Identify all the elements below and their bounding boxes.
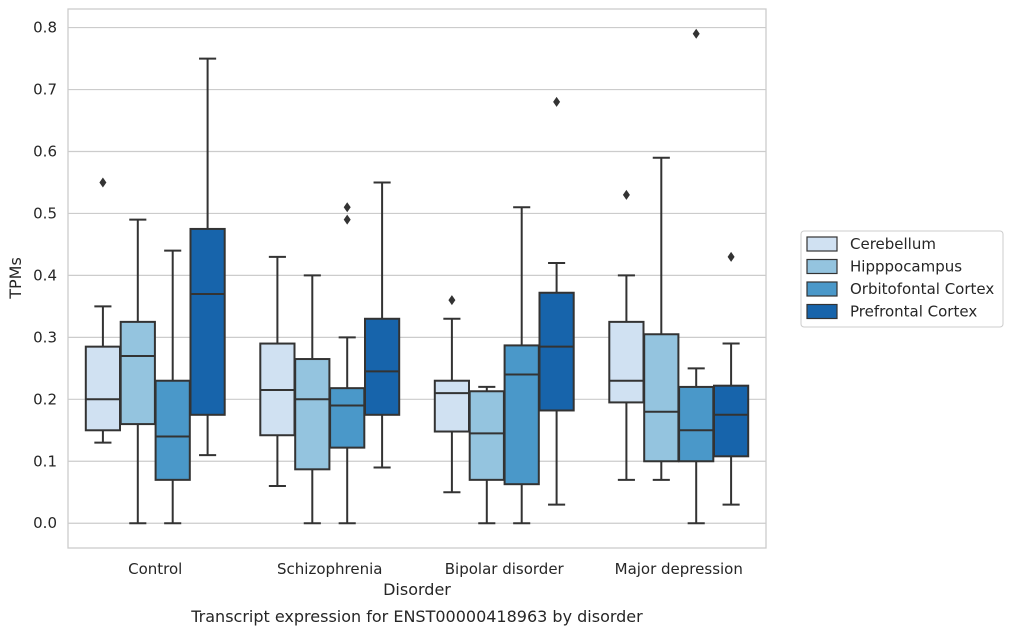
y-axis-label: TPMs [6,257,25,300]
box-iqr [503,344,540,486]
outlier-point [622,189,630,200]
box-iqr [433,379,471,433]
box-iqr [189,227,226,416]
chart-caption: Transcript expression for ENST0000041896… [190,607,643,626]
x-tick-label: Control [128,560,182,578]
y-tick-label: 0.4 [33,266,57,284]
box-orbitofontal-cortex-3 [678,28,715,525]
box-hipppocampus-2 [468,385,505,525]
outlier-point [553,96,561,107]
legend-label: Cerebellum [850,235,936,253]
box-iqr [538,291,575,412]
box-cerebellum-2 [433,295,471,494]
box-iqr [294,358,331,471]
x-tick-label: Schizophrenia [277,560,382,578]
plot-frame [67,8,767,549]
box-orbitofontal-cortex-1 [329,202,366,525]
box-iqr [84,345,122,432]
x-tick-label: Bipolar disorder [445,560,565,578]
box-iqr [329,387,366,449]
y-tick-label: 0.0 [33,514,57,532]
box-iqr [119,320,156,426]
box-iqr [712,384,750,458]
x-tick-labels: Control Schizophrenia Bipolar disorder Majo… [128,560,743,578]
y-tick-labels: 0.0 0.1 0.2 0.3 0.4 0.5 0.6 0.7 0.8 [33,19,57,533]
legend-frame [800,230,1004,328]
y-tick-label: 0.1 [33,452,57,470]
legend-swatch [806,303,838,320]
y-tick-label: 0.2 [33,390,57,408]
outlier-point [343,202,351,213]
outlier-point [727,251,735,262]
y-tick-label: 0.3 [33,328,57,346]
outlier-point [448,295,456,306]
outlier-point [99,177,107,188]
box-iqr [643,333,680,463]
box-iqr [154,379,191,481]
y-tick-label: 0.7 [33,81,57,99]
legend-swatch [806,281,838,297]
y-tick-label: 0.5 [33,204,57,222]
box-iqr [608,320,645,404]
y-tick-label: 0.8 [33,19,57,37]
box-iqr [468,390,505,481]
outlier-point [692,28,700,39]
legend: Cerebellum Hipppocampus Orbitofontal Corte… [800,230,1004,328]
box-iqr [363,317,401,416]
outlier-point [343,214,351,225]
y-tick-label: 0.6 [33,142,57,160]
legend-label: Orbitofontal Cortex [850,280,994,298]
legend-label: Hipppocampus [850,258,962,276]
box-iqr [678,385,715,463]
x-tick-label: Major depression [615,560,743,578]
box-prefrontal-cortex-3 [712,251,750,506]
box-prefrontal-cortex-0 [189,57,226,457]
x-axis-label: Disorder [383,580,451,599]
box-orbitofontal-cortex-2 [503,206,540,525]
box-hipppocampus-0 [119,218,156,525]
box-orbitofontal-cortex-0 [154,249,191,525]
box-prefrontal-cortex-1 [363,181,401,469]
box-prefrontal-cortex-2 [538,96,575,506]
legend-swatch [806,258,838,275]
box-cerebellum-3 [608,189,645,481]
box-cerebellum-0 [84,177,122,444]
legend-label: Prefrontal Cortex [850,303,977,321]
legend-swatch [806,236,838,252]
box-hipppocampus-3 [643,156,680,481]
box-series [84,28,750,525]
